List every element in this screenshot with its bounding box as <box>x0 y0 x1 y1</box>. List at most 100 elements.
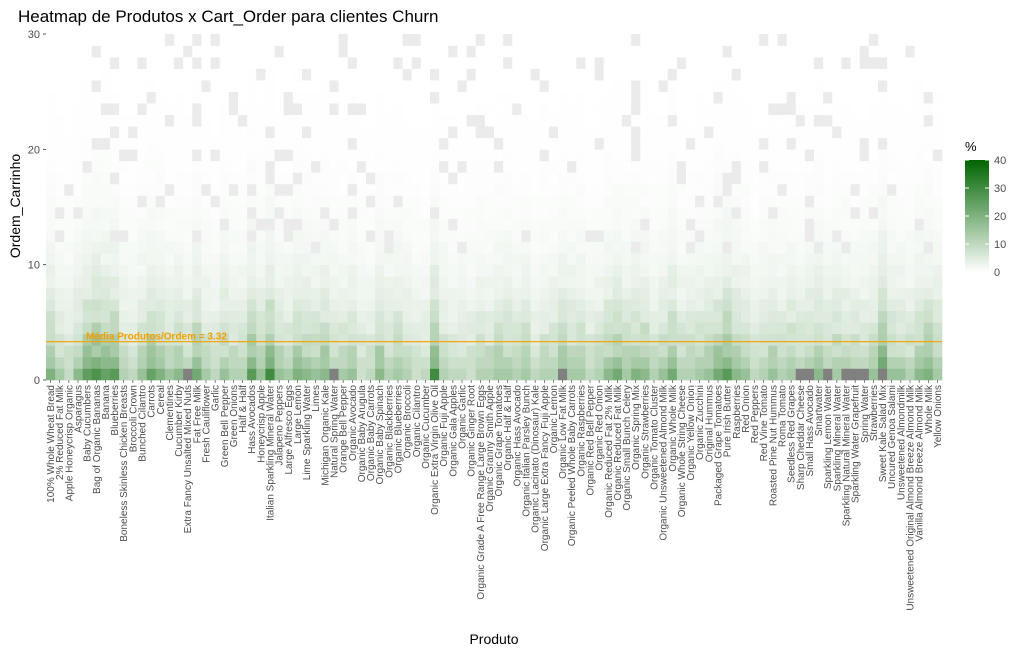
heatmap-cell <box>466 241 477 254</box>
heatmap-cell <box>768 253 778 265</box>
heatmap-cell <box>731 253 742 265</box>
heatmap-cell <box>576 310 586 323</box>
heatmap-cell <box>329 126 339 139</box>
heatmap-cell <box>311 91 321 104</box>
heatmap-cell <box>576 241 586 254</box>
heatmap-cell <box>192 137 202 150</box>
heatmap-cell <box>832 368 842 381</box>
heatmap-cell <box>146 218 157 231</box>
heatmap-cell <box>923 207 934 219</box>
heatmap-cell <box>82 183 93 196</box>
heatmap-cell <box>393 172 403 185</box>
heatmap-cell <box>283 299 294 312</box>
heatmap-cell <box>631 287 641 300</box>
heatmap-cell <box>46 160 56 173</box>
heatmap-cell <box>55 287 65 300</box>
heatmap-cell <box>521 287 531 300</box>
heatmap-cell <box>494 253 504 265</box>
heatmap-cell <box>320 207 330 219</box>
heatmap-cell <box>347 126 358 139</box>
heatmap-cell <box>347 264 358 277</box>
heatmap-cell <box>530 333 541 346</box>
heatmap-cell <box>859 322 870 335</box>
heatmap-cell <box>868 160 879 173</box>
heatmap-cell <box>46 356 56 369</box>
heatmap-cell <box>768 137 778 150</box>
heatmap-cell <box>219 310 230 323</box>
heatmap-cell <box>192 183 202 196</box>
heatmap-cell <box>494 207 504 219</box>
heatmap-cell <box>475 310 486 323</box>
heatmap-cell <box>750 299 760 312</box>
heatmap-cell <box>686 80 696 92</box>
heatmap-cell <box>887 80 897 92</box>
heatmap-cell <box>576 322 586 335</box>
heatmap-cell <box>320 345 330 358</box>
heatmap-cell <box>174 333 184 346</box>
heatmap-cell <box>850 137 861 150</box>
heatmap-cell <box>347 34 358 46</box>
heatmap-cell <box>292 195 303 208</box>
heatmap-cell <box>695 68 705 81</box>
heatmap-cell <box>777 218 787 231</box>
heatmap-cell <box>247 241 257 254</box>
heatmap-cell <box>740 207 751 219</box>
heatmap-cell <box>667 103 678 116</box>
heatmap-cell <box>676 195 687 208</box>
heatmap-cell <box>804 218 815 231</box>
heatmap-cell <box>265 345 275 358</box>
heatmap-cell <box>804 241 815 254</box>
heatmap-cell <box>384 137 394 150</box>
heatmap-cell <box>91 45 102 58</box>
heatmap-cell <box>704 149 714 162</box>
heatmap-cell <box>503 68 513 81</box>
heatmap-cell <box>311 368 321 381</box>
heatmap-cell <box>923 68 934 81</box>
heatmap-cell <box>174 149 184 162</box>
heatmap-cell <box>247 68 257 81</box>
heatmap-cell <box>119 207 129 219</box>
heatmap-cell <box>722 322 733 335</box>
heatmap-cell <box>183 322 193 335</box>
heatmap-cell <box>448 356 458 369</box>
heatmap-cell <box>868 333 879 346</box>
heatmap-cell <box>155 91 166 104</box>
heatmap-cell <box>676 276 687 289</box>
heatmap-cell <box>503 57 513 69</box>
heatmap-cell <box>539 114 550 127</box>
heatmap-cell <box>247 103 257 116</box>
heatmap-cell <box>731 160 742 173</box>
heatmap-cell <box>402 345 413 358</box>
heatmap-cell <box>878 80 888 92</box>
heatmap-cell <box>82 114 93 127</box>
heatmap-cell <box>850 34 861 46</box>
heatmap-cell <box>859 80 870 92</box>
x-tick-label: Sparkling Natural Mineral Water <box>842 384 853 526</box>
heatmap-cell <box>594 114 605 127</box>
heatmap-cell <box>55 345 65 358</box>
heatmap-cell <box>658 264 669 277</box>
heatmap-cell <box>649 160 659 173</box>
heatmap-cell <box>128 160 138 173</box>
heatmap-cell <box>585 241 595 254</box>
heatmap-cell <box>823 137 833 150</box>
heatmap-cell <box>512 57 522 69</box>
heatmap-cell <box>612 103 623 116</box>
heatmap-cell <box>887 103 897 116</box>
heatmap-cell <box>128 230 138 242</box>
heatmap-cell <box>603 356 614 369</box>
heatmap-cell <box>795 80 806 92</box>
heatmap-cell <box>795 68 806 81</box>
heatmap-cell <box>722 57 733 69</box>
heatmap-cell <box>622 103 632 116</box>
heatmap-cell <box>521 333 531 346</box>
heatmap-cell <box>174 345 184 358</box>
heatmap-cell <box>238 126 248 139</box>
heatmap-cell <box>457 310 467 323</box>
heatmap-cell <box>375 264 385 277</box>
heatmap-cell <box>375 356 385 369</box>
heatmap-cell <box>366 322 376 335</box>
heatmap-cell <box>832 218 842 231</box>
heatmap-cell <box>228 172 239 185</box>
heatmap-cell <box>558 195 568 208</box>
